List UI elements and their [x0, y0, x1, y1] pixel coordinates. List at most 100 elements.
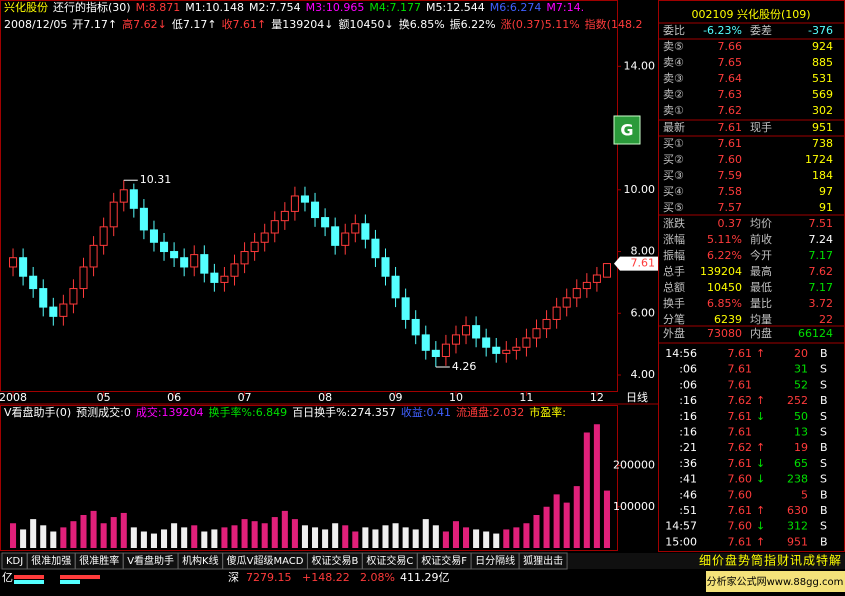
tab[interactable]: 权证交易C — [366, 554, 413, 567]
candle-body — [149, 229, 158, 243]
volume-legend-item: 换手率%:6.849 — [209, 405, 288, 419]
x-tick-label: 10 — [449, 391, 463, 404]
volume-bar — [291, 519, 298, 548]
quote-label: 委比 — [663, 24, 685, 37]
quote-value: 7.61 — [718, 121, 743, 134]
trade-price: 7.61 — [728, 363, 753, 376]
candle-body — [321, 217, 330, 228]
candle-body — [89, 244, 98, 268]
volume-bar — [332, 523, 339, 548]
candle-body — [290, 195, 299, 212]
quote-value: 6.85% — [707, 297, 742, 310]
quote-line-item: 指数(148.2 — [585, 17, 643, 31]
trade-side: S — [820, 426, 827, 439]
quote-value: 3.72 — [809, 297, 834, 310]
volume-bar — [40, 525, 47, 548]
tab-border — [518, 552, 568, 570]
volume-bar — [90, 510, 97, 548]
trade-price: 7.61 — [728, 378, 753, 391]
trade-volume: 252 — [787, 394, 808, 407]
volume-legend-item: 百日换手%:274.357 — [292, 405, 396, 419]
trade-price: 7.61 — [728, 535, 753, 548]
status-change: +148.22 — [302, 571, 350, 584]
candle-body — [351, 223, 360, 234]
trade-volume: 19 — [794, 441, 808, 454]
book-label: 卖③ — [663, 72, 684, 85]
candle-body — [532, 328, 541, 339]
candle-body — [19, 257, 28, 277]
volume-bar — [473, 529, 480, 548]
volume-bar — [483, 531, 490, 548]
volume-bar — [70, 521, 77, 548]
candle-body — [59, 303, 68, 317]
candle-body — [512, 346, 521, 351]
trade-volume: 312 — [787, 520, 808, 533]
tab[interactable]: 很准胜率 — [79, 554, 119, 567]
volume-bar — [30, 519, 37, 548]
quote-label: 现手 — [750, 120, 772, 134]
candle-body — [99, 226, 108, 246]
book-volume: 1724 — [805, 153, 833, 166]
candle-body — [552, 306, 561, 320]
candle-body — [49, 306, 58, 317]
quote-label: 涨跌 — [663, 216, 685, 230]
book-price: 7.65 — [718, 56, 743, 69]
indicator-legend: 兴化股份 还行的指标(30) M:8.871 M1:10.148 M2:7.754 M3:… — [4, 0, 584, 14]
book-label: 买⑤ — [663, 201, 684, 214]
x-tick-label: 07 — [238, 391, 252, 404]
candle-body — [371, 238, 380, 259]
quote-line-item: 开7.17↑ — [72, 18, 117, 31]
trade-time: 15:00 — [665, 535, 697, 548]
book-volume: 738 — [812, 137, 833, 150]
status-site: 分析家公式网www.88gg.com — [707, 575, 844, 588]
side-tabs[interactable]: 细价盘势筒指财讯成特解 — [699, 553, 842, 568]
candle-body — [522, 337, 531, 348]
trade-volume: 50 — [794, 410, 808, 423]
indicator-legend-item: M5:12.544 — [426, 1, 485, 14]
tab[interactable]: 狐狸出击 — [523, 554, 563, 567]
trade-time: :36 — [679, 457, 697, 470]
volume-bar — [191, 525, 198, 548]
trade-side: S — [820, 410, 827, 423]
trade-arrow: ↑ — [756, 394, 765, 407]
volume-bar — [120, 512, 127, 548]
quote-value: 951 — [812, 121, 833, 134]
quote-line-item: 量139204↓ — [271, 18, 333, 31]
quote-value: 66124 — [798, 327, 833, 340]
book-label: 买③ — [663, 169, 684, 182]
candle-body — [180, 257, 189, 268]
book-volume: 569 — [812, 88, 833, 101]
x-tick-label: 09 — [389, 391, 403, 404]
book-volume: 302 — [812, 104, 833, 117]
candle-body — [492, 346, 501, 354]
quote-value: 7.24 — [809, 233, 834, 246]
tab[interactable]: 日分隔线 — [475, 554, 515, 567]
volume-bar — [171, 523, 178, 548]
tab[interactable]: 权证交易F — [421, 554, 467, 567]
trade-arrow: ↓ — [756, 457, 765, 470]
tab[interactable]: KDJ — [6, 556, 23, 567]
volume-bar — [110, 517, 117, 548]
app-icon[interactable] — [613, 115, 641, 145]
book-label: 卖⑤ — [663, 40, 684, 53]
trade-side: B — [820, 441, 828, 454]
candle-body — [270, 220, 279, 234]
quote-value: 7.62 — [809, 265, 834, 278]
tab[interactable]: 傻瓜V超级MACD — [227, 554, 304, 567]
volume-legend-item: 流通盘:2.032 — [456, 405, 524, 419]
quote-label: 最新 — [663, 120, 685, 134]
book-label: 买② — [663, 153, 684, 166]
quote-line-item: 振6.22% — [450, 17, 496, 31]
quote-label: 最高 — [750, 264, 772, 278]
high-annotation: 10.31 — [140, 173, 172, 186]
trade-side: B — [820, 504, 828, 517]
tab[interactable]: 机构K线 — [182, 554, 219, 567]
tab[interactable]: V看盘助手 — [127, 554, 174, 567]
tab[interactable]: 权证交易B — [311, 554, 358, 567]
quote-label: 分笔 — [663, 312, 685, 326]
tab[interactable]: 很准加强 — [31, 554, 71, 567]
candle-body — [602, 263, 611, 278]
candle-body — [160, 241, 169, 253]
book-volume: 91 — [819, 201, 833, 214]
volume-legend-item: 市盈率: — [529, 405, 566, 419]
